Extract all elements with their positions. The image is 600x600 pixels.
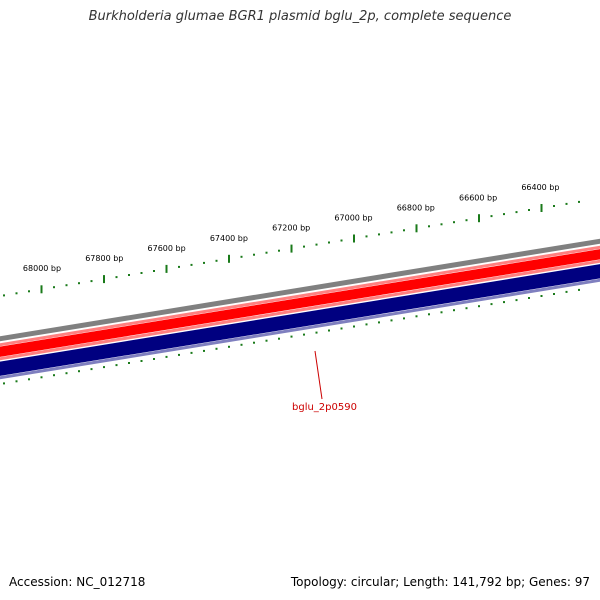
genes-count-label: Genes: 97 — [528, 575, 590, 589]
reverse-cds-edge — [0, 278, 600, 380]
forward-cds-edge — [0, 259, 600, 361]
tick-label: 66400 bp — [521, 183, 559, 192]
tick-label: 67000 bp — [334, 214, 372, 223]
forward-cds-edge — [0, 245, 600, 347]
outer-ruler: 68000 bp 67800 bp 67600 bp 67400 bp 67200 bp… — [3, 183, 580, 297]
tick-label: 67800 bp — [85, 254, 123, 263]
summary-separator: ; — [395, 575, 404, 589]
gene-label[interactable]: bglu_2p0590 — [292, 402, 357, 413]
tick-label: 66600 bp — [459, 193, 497, 202]
length-label: Length: 141,792 bp — [403, 575, 522, 589]
gene-label-leader — [314, 350, 323, 400]
accession-label: Accession: NC_012718 — [9, 575, 146, 589]
map-title: Burkholderia glumae BGR1 plasmid bglu_2p… — [88, 9, 512, 24]
tick-label: 67400 bp — [210, 234, 248, 243]
tick-label: 67600 bp — [148, 244, 186, 253]
forward-cds-band[interactable] — [0, 249, 600, 357]
tick-label: 67200 bp — [272, 224, 310, 233]
inner-ruler — [3, 288, 580, 385]
sequence-summary: Topology: circular; Length: 141,792 bp; … — [291, 575, 590, 589]
tick-label: 68000 bp — [23, 264, 61, 273]
reverse-cds-band[interactable] — [0, 264, 600, 376]
backbone-line — [0, 238, 600, 342]
summary-separator: ; — [521, 575, 529, 589]
tick-label: 66800 bp — [397, 203, 435, 212]
topology-label: Topology: circular — [290, 575, 396, 589]
